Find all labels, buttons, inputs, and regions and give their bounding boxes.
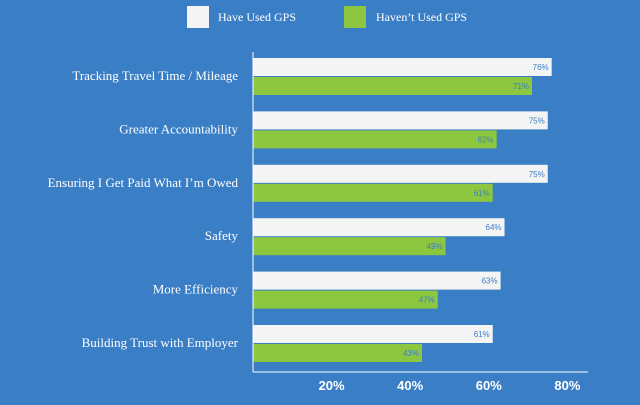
x-tick-label: 60%	[476, 378, 502, 393]
category-label: Ensuring I Get Paid What I’m Owed	[48, 175, 239, 190]
bars: Tracking Travel Time / Mileage 76% 71% Grea…	[48, 58, 552, 362]
legend-label: Have Used GPS	[218, 10, 296, 24]
bar	[253, 271, 501, 290]
data-label: 63%	[482, 277, 498, 286]
bar	[253, 164, 548, 183]
data-label: 71%	[513, 82, 529, 91]
x-tick-label: 40%	[397, 378, 423, 393]
data-label: 75%	[529, 116, 545, 125]
category-label: Building Trust with Employer	[82, 335, 239, 350]
x-tick-label: 80%	[554, 378, 580, 393]
data-label: 62%	[478, 135, 494, 144]
bar	[253, 183, 493, 202]
legend-swatch	[187, 6, 209, 28]
x-tick-label: 20%	[319, 378, 345, 393]
data-label: 76%	[533, 63, 549, 72]
data-label: 43%	[403, 349, 419, 358]
x-axis: 20% 40% 60% 80%	[252, 52, 588, 393]
data-label: 75%	[529, 170, 545, 179]
bar	[253, 344, 422, 362]
bar	[253, 237, 446, 256]
bar	[253, 58, 552, 76]
bar	[253, 77, 533, 95]
bar	[253, 130, 497, 149]
legend-swatch	[344, 6, 366, 28]
category-label: More Efficiency	[153, 282, 239, 297]
legend-label: Haven’t Used GPS	[376, 10, 467, 24]
data-label: 61%	[474, 189, 490, 198]
bar	[253, 218, 505, 237]
category-label: Safety	[205, 228, 239, 243]
data-label: 64%	[486, 223, 502, 232]
bar	[253, 111, 548, 130]
bar	[253, 325, 493, 343]
data-label: 47%	[419, 296, 435, 305]
legend: Have Used GPS Haven’t Used GPS	[187, 6, 467, 28]
category-label: Tracking Travel Time / Mileage	[72, 68, 238, 83]
data-label: 49%	[427, 242, 443, 251]
bar	[253, 290, 438, 309]
category-label: Greater Accountability	[119, 121, 238, 136]
data-label: 61%	[474, 330, 490, 339]
